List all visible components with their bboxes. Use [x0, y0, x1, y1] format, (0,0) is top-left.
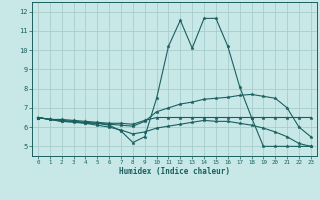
X-axis label: Humidex (Indice chaleur): Humidex (Indice chaleur) [119, 167, 230, 176]
